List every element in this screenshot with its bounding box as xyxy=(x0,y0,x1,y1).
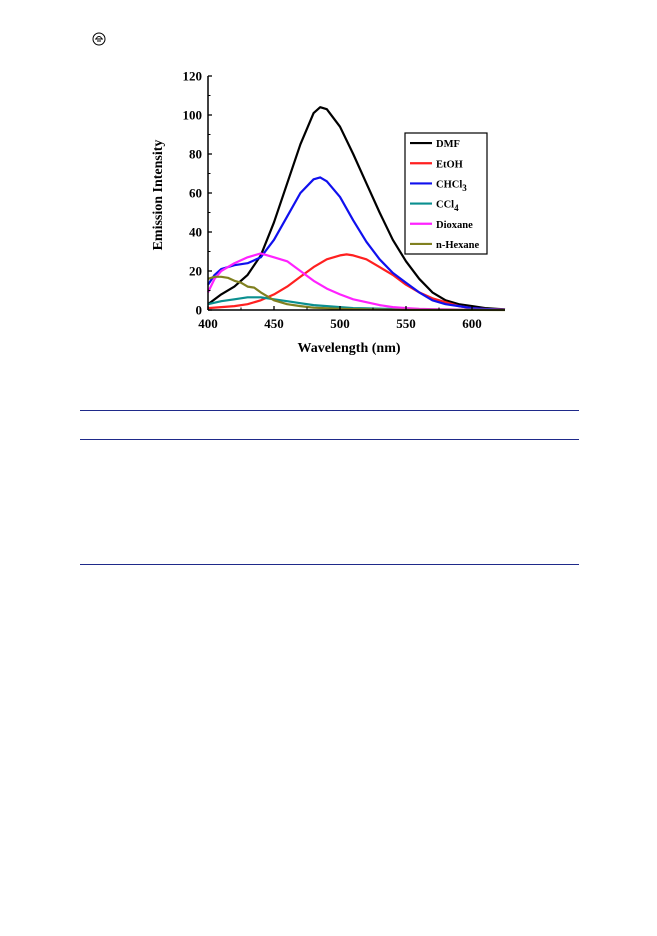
legend-label: DMF xyxy=(436,139,460,150)
legend-label-text: Dioxane xyxy=(436,220,473,231)
legend-label: CHCl3 xyxy=(436,179,467,193)
y-tick-label: 120 xyxy=(183,69,203,84)
legend-label-text: CCl xyxy=(436,200,454,211)
y-tick-label: 80 xyxy=(189,147,202,162)
y-tick-label: 60 xyxy=(189,186,202,201)
circle-marker-icon xyxy=(92,32,106,46)
x-tick-label: 550 xyxy=(396,316,416,331)
series-line-dmf xyxy=(207,106,506,311)
legend-label-subscript: 4 xyxy=(454,203,459,213)
legend-label-text: DMF xyxy=(436,139,460,150)
y-tick-label: 20 xyxy=(189,264,202,279)
y-axis-label: Emission Intensity xyxy=(151,140,166,251)
x-tick-label: 400 xyxy=(198,316,218,331)
legend-label: EtOH xyxy=(436,159,463,170)
legend-label: Dioxane xyxy=(436,220,473,231)
legend-box xyxy=(404,132,488,255)
legend-label: n-Hexane xyxy=(436,240,480,251)
legend-label-text: CHCl xyxy=(436,179,462,190)
y-tick-label: 100 xyxy=(183,108,203,123)
y-tick-label: 40 xyxy=(189,225,202,240)
series-line-chcl3 xyxy=(207,176,506,311)
legend-label-text: EtOH xyxy=(436,159,463,170)
table-bottom-rule xyxy=(80,564,579,565)
emission-chart: 400 450 500 550 600 0 20 40 60 80 100 120 DMF EtOH CH… xyxy=(151,69,506,356)
x-tick-label: 500 xyxy=(330,316,350,331)
y-tick-label: 0 xyxy=(196,303,203,318)
legend-label-text: n-Hexane xyxy=(436,240,480,251)
table-header-rule xyxy=(80,439,579,440)
table-top-rule xyxy=(80,410,579,411)
x-tick-label: 450 xyxy=(264,316,284,331)
legend-label: CCl4 xyxy=(436,200,459,214)
series-line-etoh xyxy=(207,253,506,311)
x-tick-label: 600 xyxy=(462,316,482,331)
x-axis-label: Wavelength (nm) xyxy=(297,341,400,356)
legend-label-subscript: 3 xyxy=(462,183,467,193)
